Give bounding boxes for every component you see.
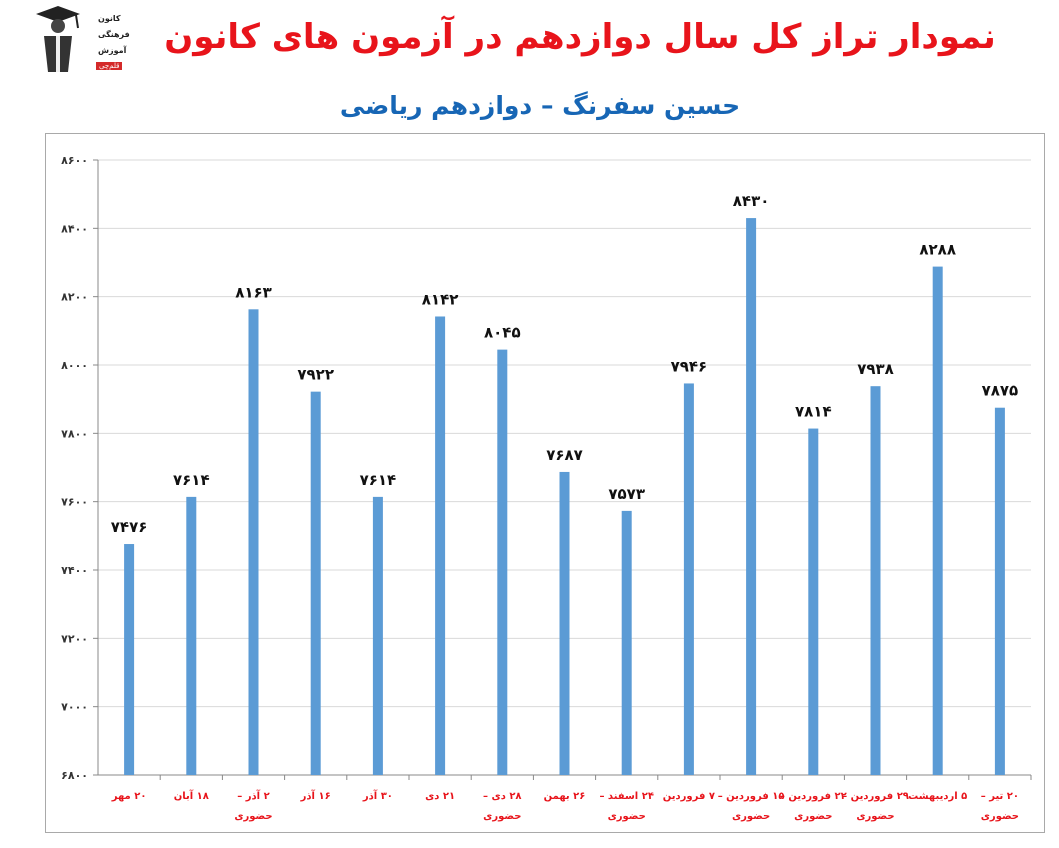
value-label: ۷۸۷۵ xyxy=(982,382,1019,400)
bar xyxy=(870,386,881,775)
y-tick-label: ۷۶۰۰ xyxy=(61,496,88,509)
y-tick-label: ۷۲۰۰ xyxy=(61,632,88,645)
kanoon-logo: کانون فرهنگی آموزش قلم‌چی xyxy=(32,2,130,74)
category-label: ۱۵ فروردین – xyxy=(718,791,785,802)
category-label: حضوری xyxy=(483,811,521,822)
y-tick-label: ۸۴۰۰ xyxy=(61,222,88,235)
y-tick-label: ۸۶۰۰ xyxy=(61,154,88,167)
value-label: ۷۹۴۶ xyxy=(671,357,708,375)
logo-text-line-2: فرهنگی xyxy=(98,30,130,39)
bar xyxy=(621,510,632,775)
value-label: ۸۱۶۳ xyxy=(235,283,272,301)
category-label: ۱۶ آذر xyxy=(300,789,331,802)
bar xyxy=(372,496,383,775)
bar xyxy=(559,471,570,775)
logo-text-line-4: قلم‌چی xyxy=(96,62,123,70)
chart-frame xyxy=(45,133,1045,833)
value-label: ۸۱۴۲ xyxy=(422,290,459,308)
value-label: ۷۸۱۴ xyxy=(795,403,832,421)
bar xyxy=(808,428,819,775)
category-label: حضوری xyxy=(732,811,770,822)
bar xyxy=(994,407,1005,775)
bar xyxy=(932,266,943,775)
category-label: حضوری xyxy=(234,811,272,822)
category-label: ۲۶ بهمن xyxy=(544,791,586,802)
graduate-logo-icon xyxy=(36,6,80,72)
chart-subtitle: حسین سفرنگ – دوازدهم ریاضی xyxy=(339,91,741,120)
category-label: حضوری xyxy=(981,811,1019,822)
category-label: ۲۴ اسفند – xyxy=(599,791,654,802)
y-tick-label: ۸۰۰۰ xyxy=(61,359,88,372)
category-label: ۲۰ تیر – xyxy=(981,791,1019,802)
value-label: ۸۲۸۸ xyxy=(919,241,956,259)
value-label: ۷۶۸۷ xyxy=(546,446,583,464)
logo-text-line-1: کانون xyxy=(98,14,121,23)
bar xyxy=(435,316,446,775)
bar xyxy=(746,218,757,776)
y-tick-label: ۷۸۰۰ xyxy=(61,427,88,440)
value-label: ۷۵۷۳ xyxy=(608,485,645,503)
category-label: ۲۲ فروردین – xyxy=(780,791,847,802)
category-label: ۲۰ مهر xyxy=(111,791,147,802)
bar xyxy=(497,349,508,775)
bar xyxy=(248,309,259,775)
value-label: ۷۴۷۶ xyxy=(111,518,148,536)
category-label: ۲۸ دی – xyxy=(483,791,521,802)
value-label: ۸۰۴۵ xyxy=(484,324,521,342)
value-label: ۷۹۲۲ xyxy=(297,366,334,384)
bar xyxy=(124,544,135,775)
category-label: ۲ آذر – xyxy=(237,789,269,802)
value-label: ۸۴۳۰ xyxy=(733,192,770,210)
bar xyxy=(683,383,694,775)
category-label: ۲۹ فروردین – xyxy=(842,791,909,802)
bar xyxy=(186,496,197,775)
y-tick-label: ۷۰۰۰ xyxy=(61,701,88,714)
category-label: ۳۰ آذر xyxy=(362,789,393,802)
category-label: ۵ اردیبهشت xyxy=(908,791,967,802)
category-label: حضوری xyxy=(608,811,646,822)
y-tick-label: ۶۸۰۰ xyxy=(61,769,88,782)
chart-title: نمودار تراز کل سال دوازدهم در آزمون های … xyxy=(164,17,996,57)
y-tick-label: ۸۲۰۰ xyxy=(61,291,88,304)
category-label: ۲۱ دی xyxy=(425,791,455,802)
value-label: ۷۶۱۴ xyxy=(173,471,210,489)
category-label: حضوری xyxy=(794,811,832,822)
logo-text-line-3: آموزش xyxy=(98,46,127,55)
value-label: ۷۶۱۴ xyxy=(360,471,397,489)
bar xyxy=(310,391,321,775)
value-label: ۷۹۳۸ xyxy=(857,360,894,378)
category-label: حضوری xyxy=(856,811,894,822)
category-label: ۷ فروردین xyxy=(663,791,715,802)
y-tick-label: ۷۴۰۰ xyxy=(61,564,88,577)
category-label: ۱۸ آبان xyxy=(174,789,209,802)
